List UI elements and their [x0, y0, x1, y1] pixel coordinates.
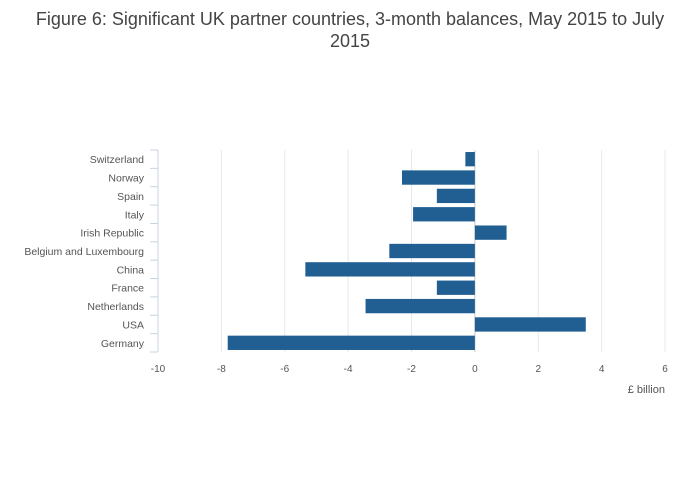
- x-axis-label: £ billion: [628, 384, 665, 396]
- category-label: Italy: [125, 209, 145, 221]
- bar: [413, 207, 475, 222]
- x-tick-label: -8: [217, 364, 226, 375]
- x-tick-label: -6: [280, 364, 289, 375]
- category-label: Germany: [101, 338, 145, 350]
- x-tick-label: 4: [599, 364, 605, 375]
- bar: [401, 170, 475, 185]
- bar: [227, 335, 475, 350]
- x-tick-label: -4: [344, 364, 353, 375]
- x-tick-label: -2: [407, 364, 416, 375]
- category-label: Norway: [108, 173, 144, 185]
- x-tick-label: 2: [535, 364, 541, 375]
- category-label: Irish Republic: [80, 228, 144, 240]
- bar: [465, 152, 475, 167]
- bar: [389, 243, 475, 259]
- category-labels: Switzerland Norway Spain Italy Irish Republi…: [24, 154, 144, 350]
- chart-title: Figure 6: Significant UK partner countri…: [35, 9, 665, 51]
- bars: [227, 152, 586, 350]
- bar: [436, 280, 475, 295]
- category-label: Switzerland: [90, 154, 144, 166]
- category-label: France: [111, 283, 144, 295]
- bar: [365, 298, 475, 314]
- category-label: Netherlands: [87, 301, 144, 313]
- category-label: China: [117, 264, 145, 276]
- category-label: Belgium and Luxembourg: [24, 246, 144, 258]
- x-tick-label: -10: [151, 364, 166, 375]
- bar: [474, 225, 507, 240]
- bar: [436, 188, 475, 204]
- category-label: USA: [122, 319, 144, 331]
- x-tick-labels: -10 -8 -6 -4 -2 0 2 4 6: [151, 364, 668, 375]
- category-label: Spain: [117, 191, 144, 203]
- x-tick-label: 6: [662, 364, 668, 375]
- x-tick-label: 0: [472, 364, 478, 375]
- bar: [474, 317, 586, 332]
- bar: [305, 262, 475, 277]
